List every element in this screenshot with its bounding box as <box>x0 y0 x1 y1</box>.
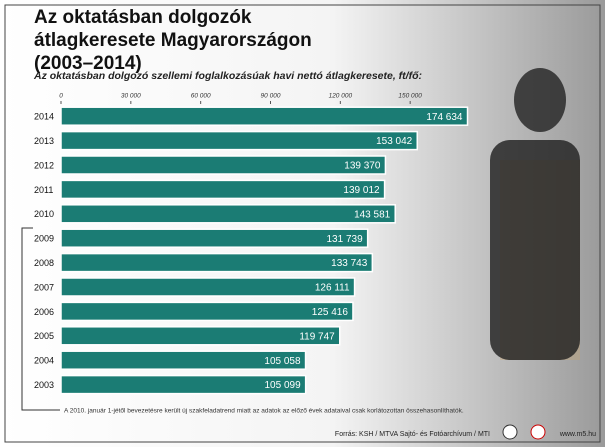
logo <box>530 424 546 440</box>
background-figure <box>490 140 580 360</box>
y-tick-label: 2014 <box>34 112 54 122</box>
bar <box>60 130 418 151</box>
value-label: 105 099 <box>264 380 301 391</box>
value-label: 133 743 <box>331 258 368 269</box>
logo <box>502 424 518 440</box>
bar <box>60 228 369 248</box>
bar <box>60 277 356 297</box>
bar <box>60 374 307 395</box>
x-tick-label: 150 000 <box>398 93 422 100</box>
bar <box>60 350 307 370</box>
value-label: 174 634 <box>426 112 463 123</box>
x-tick-label: 0 <box>59 93 63 100</box>
bar <box>60 252 374 273</box>
bar <box>60 204 396 224</box>
y-tick-label: 2011 <box>34 185 53 195</box>
value-label: 139 370 <box>344 161 381 172</box>
subtitle: Az oktatásban dolgozó szellemi foglalkoz… <box>33 70 422 82</box>
value-label: 143 581 <box>354 209 391 220</box>
value-label: 125 416 <box>312 307 349 318</box>
background-figure <box>514 68 566 132</box>
y-tick-label: 2013 <box>34 136 54 146</box>
bar <box>60 155 387 175</box>
chart-title: Az oktatásban dolgozók átlagkeresete Mag… <box>34 7 312 74</box>
website: www.m5.hu <box>559 431 596 438</box>
y-tick-label: 2004 <box>34 356 54 366</box>
y-tick-label: 2005 <box>34 331 54 341</box>
value-label: 119 747 <box>299 331 335 342</box>
x-tick-label: 90 000 <box>261 93 281 100</box>
x-tick-label: 30 000 <box>121 93 141 100</box>
value-label: 105 058 <box>264 356 301 367</box>
value-label: 153 042 <box>376 136 413 147</box>
y-tick-label: 2008 <box>34 258 54 268</box>
bar <box>60 179 386 200</box>
bar <box>60 301 354 322</box>
x-tick-label: 120 000 <box>329 93 353 100</box>
footnote-bracket <box>21 227 60 411</box>
x-tick-label: 60 000 <box>191 93 211 100</box>
value-label: 126 111 <box>315 283 350 294</box>
y-tick-label: 2010 <box>34 209 54 219</box>
bar <box>60 326 341 346</box>
source: Forrás: KSH / MTVA Sajtó- és Fotóarchívu… <box>335 431 490 438</box>
y-tick-label: 2003 <box>34 380 54 390</box>
bar <box>60 106 469 126</box>
footnote: A 2010. január 1-jétől bevezetésre kerül… <box>64 408 464 415</box>
value-label: 139 012 <box>343 185 380 196</box>
y-tick-label: 2007 <box>34 282 54 292</box>
y-tick-label: 2006 <box>34 307 54 317</box>
value-label: 131 739 <box>327 234 364 245</box>
frame <box>4 4 601 443</box>
y-tick-label: 2012 <box>34 160 54 170</box>
y-tick-label: 2009 <box>34 234 54 244</box>
